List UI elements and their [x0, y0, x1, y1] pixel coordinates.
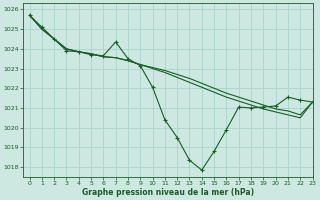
X-axis label: Graphe pression niveau de la mer (hPa): Graphe pression niveau de la mer (hPa)	[82, 188, 254, 197]
